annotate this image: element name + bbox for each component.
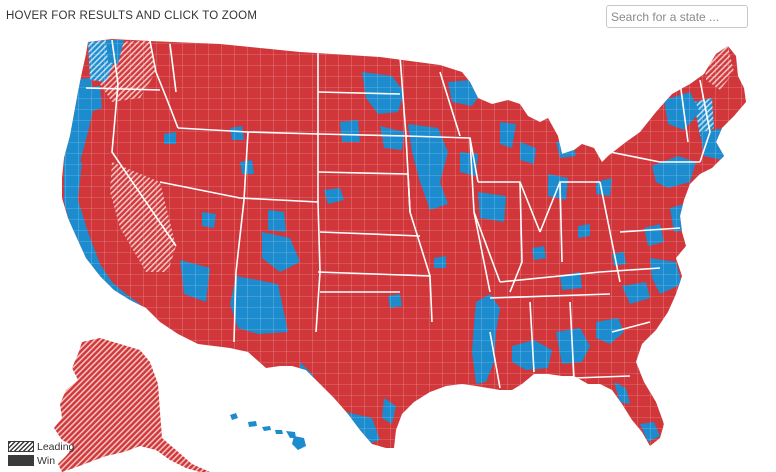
legend-win-label: Win: [37, 454, 56, 467]
win-swatch: [8, 455, 34, 466]
legend-win-row: Win: [8, 454, 74, 467]
state-borders: [85, 39, 711, 389]
leading-swatch: [8, 441, 34, 452]
us-county-map[interactable]: [0, 32, 776, 472]
map-instruction: HOVER FOR RESULTS AND CLICK TO ZOOM: [6, 10, 258, 22]
alaska-map[interactable]: [54, 338, 210, 472]
state-search-input[interactable]: [606, 5, 748, 28]
map-legend: Leading Win: [8, 440, 74, 468]
legend-leading-row: Leading: [8, 440, 74, 453]
legend-leading-label: Leading: [37, 440, 75, 453]
hawaii-map[interactable]: [230, 413, 306, 450]
